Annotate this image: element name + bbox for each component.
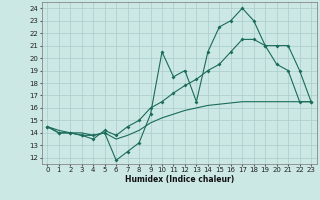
X-axis label: Humidex (Indice chaleur): Humidex (Indice chaleur): [124, 175, 234, 184]
